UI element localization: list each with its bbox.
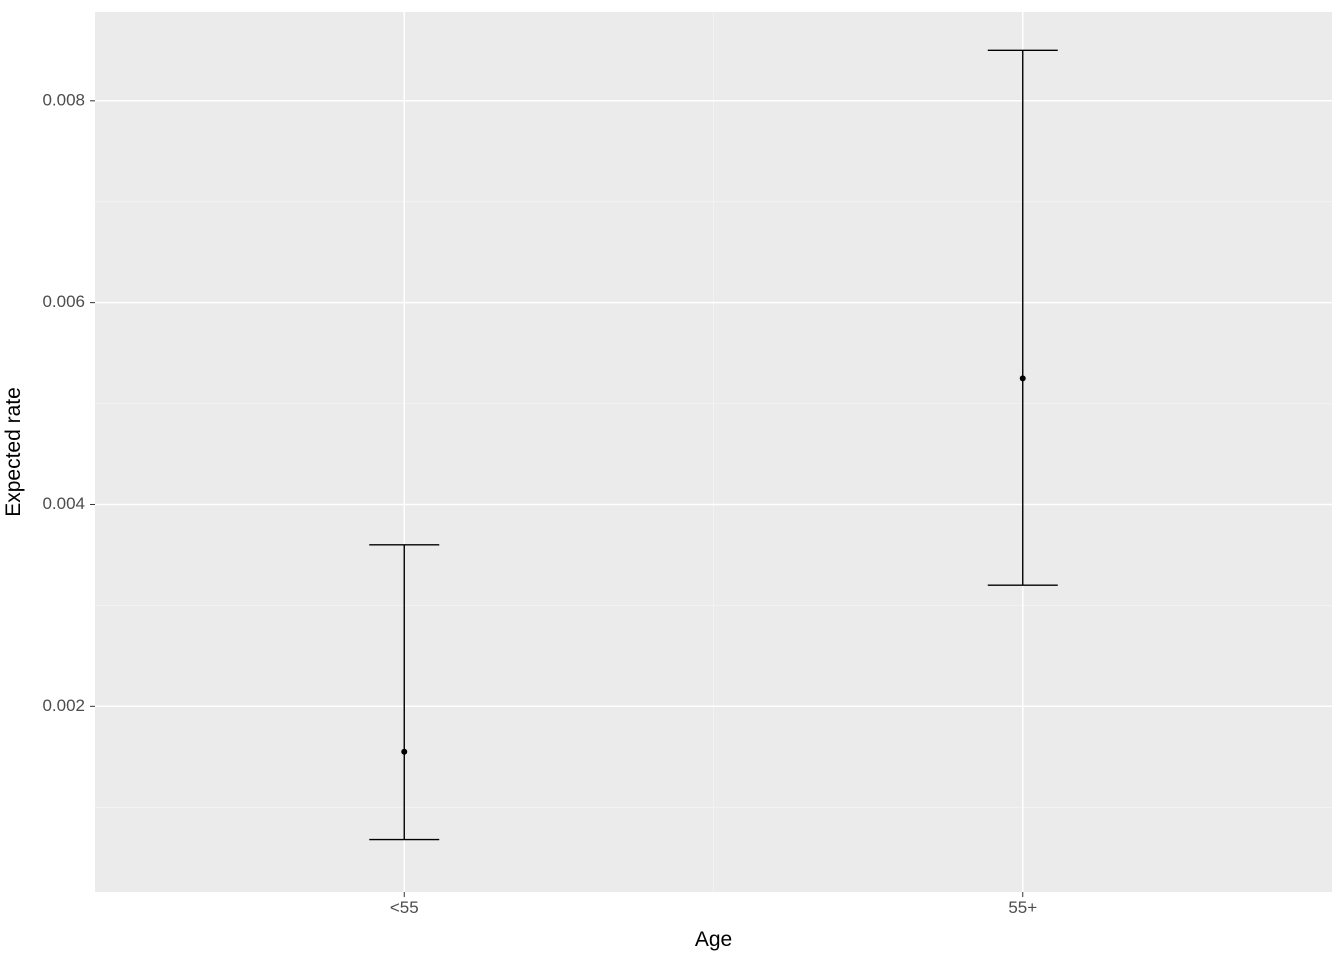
x-axis-title: Age xyxy=(695,928,732,951)
y-tick-label: 0.008 xyxy=(42,90,85,109)
y-tick-label: 0.004 xyxy=(42,494,85,513)
y-tick-label: 0.006 xyxy=(42,292,85,311)
point-marker xyxy=(401,749,407,755)
point-marker xyxy=(1020,375,1026,381)
y-tick-label: 0.002 xyxy=(42,696,85,715)
y-axis-title: Expected rate xyxy=(2,387,25,517)
x-tick-label: <55 xyxy=(390,898,419,917)
expected-rate-chart: 0.002 0.004 0.006 0.008 <55 55+ Age Expected ra… xyxy=(0,0,1344,960)
x-tick-label: 55+ xyxy=(1008,898,1037,917)
